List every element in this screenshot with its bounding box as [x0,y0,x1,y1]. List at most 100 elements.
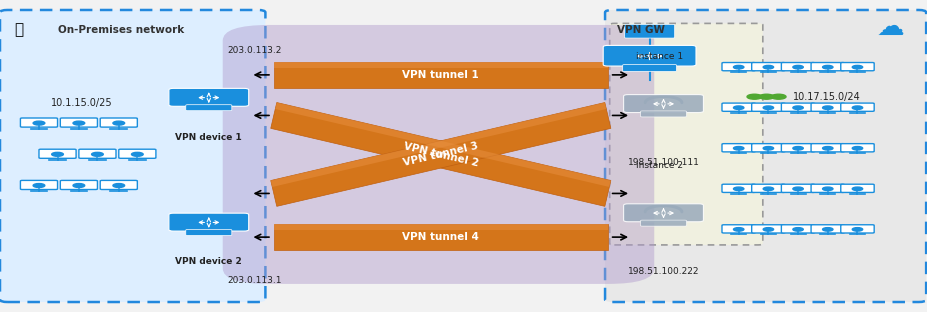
Circle shape [758,94,773,99]
FancyBboxPatch shape [781,103,814,111]
Polygon shape [271,103,605,187]
FancyBboxPatch shape [840,62,873,71]
FancyBboxPatch shape [751,184,784,193]
Polygon shape [273,224,607,231]
Text: VPN tunnel 4: VPN tunnel 4 [402,232,478,242]
FancyBboxPatch shape [781,225,814,233]
Text: 203.0.113.2: 203.0.113.2 [227,46,282,55]
FancyBboxPatch shape [60,180,97,189]
Circle shape [821,106,832,110]
Circle shape [113,183,124,188]
FancyBboxPatch shape [810,144,844,152]
Circle shape [762,147,773,150]
FancyBboxPatch shape [185,230,232,236]
FancyBboxPatch shape [810,184,844,193]
FancyBboxPatch shape [721,225,755,233]
FancyBboxPatch shape [624,24,674,38]
FancyBboxPatch shape [781,62,814,71]
Polygon shape [271,103,610,206]
FancyBboxPatch shape [721,62,755,71]
Circle shape [732,106,743,110]
FancyBboxPatch shape [840,103,873,111]
Circle shape [113,121,124,125]
Polygon shape [273,62,607,88]
FancyBboxPatch shape [185,105,232,111]
FancyBboxPatch shape [640,111,686,117]
Circle shape [770,94,785,99]
Circle shape [821,228,832,231]
Circle shape [821,147,832,150]
Text: instance 1: instance 1 [635,52,682,61]
Circle shape [851,106,862,110]
Circle shape [732,187,743,191]
FancyBboxPatch shape [39,149,76,158]
Circle shape [792,187,803,191]
Circle shape [732,228,743,231]
Circle shape [851,187,862,191]
FancyBboxPatch shape [609,23,762,245]
Text: 198.51.100.111: 198.51.100.111 [627,158,699,167]
Circle shape [821,66,832,69]
Circle shape [732,147,743,150]
Text: On-Premises network: On-Premises network [58,25,184,35]
Polygon shape [275,103,610,187]
FancyBboxPatch shape [751,62,784,71]
Polygon shape [273,62,607,68]
Text: VPN device 2: VPN device 2 [175,257,242,266]
FancyBboxPatch shape [840,225,873,233]
FancyBboxPatch shape [622,65,676,71]
Text: 10.1.15.0/25: 10.1.15.0/25 [51,98,112,108]
Circle shape [132,152,143,156]
FancyBboxPatch shape [751,103,784,111]
FancyBboxPatch shape [119,149,156,158]
FancyBboxPatch shape [169,88,248,106]
Circle shape [746,94,761,99]
FancyBboxPatch shape [751,144,784,152]
FancyBboxPatch shape [20,180,57,189]
FancyBboxPatch shape [60,118,97,127]
FancyBboxPatch shape [623,95,703,113]
Circle shape [73,183,84,188]
Circle shape [762,106,773,110]
FancyBboxPatch shape [840,184,873,193]
Circle shape [73,121,84,125]
Text: VPN device 1: VPN device 1 [175,133,242,142]
Text: 203.0.113.1: 203.0.113.1 [227,276,282,285]
Circle shape [92,152,103,156]
FancyBboxPatch shape [810,225,844,233]
Circle shape [732,66,743,69]
Text: instance 2: instance 2 [635,161,682,170]
Text: 198.51.100.222: 198.51.100.222 [627,267,699,276]
FancyBboxPatch shape [840,144,873,152]
FancyBboxPatch shape [603,46,695,66]
FancyBboxPatch shape [810,62,844,71]
FancyBboxPatch shape [100,180,137,189]
FancyBboxPatch shape [640,220,686,226]
Circle shape [33,183,44,188]
Text: 🏢: 🏢 [14,22,23,37]
Circle shape [792,147,803,150]
Circle shape [821,187,832,191]
FancyBboxPatch shape [721,184,755,193]
Circle shape [851,66,862,69]
Circle shape [792,106,803,110]
Circle shape [33,121,44,125]
FancyBboxPatch shape [721,103,755,111]
FancyBboxPatch shape [604,10,925,302]
Circle shape [762,66,773,69]
FancyBboxPatch shape [20,118,57,127]
FancyBboxPatch shape [781,144,814,152]
FancyBboxPatch shape [721,144,755,152]
Polygon shape [273,224,607,250]
Text: 10.17.15.0/24: 10.17.15.0/24 [793,92,860,102]
FancyBboxPatch shape [100,118,137,127]
Circle shape [792,66,803,69]
FancyBboxPatch shape [222,25,654,284]
FancyBboxPatch shape [169,213,248,231]
FancyBboxPatch shape [623,204,703,222]
Polygon shape [271,103,610,206]
Text: VPN tunnel 3: VPN tunnel 3 [402,141,478,168]
Text: VPN tunnel 2: VPN tunnel 2 [402,141,478,168]
Circle shape [762,228,773,231]
FancyBboxPatch shape [751,225,784,233]
